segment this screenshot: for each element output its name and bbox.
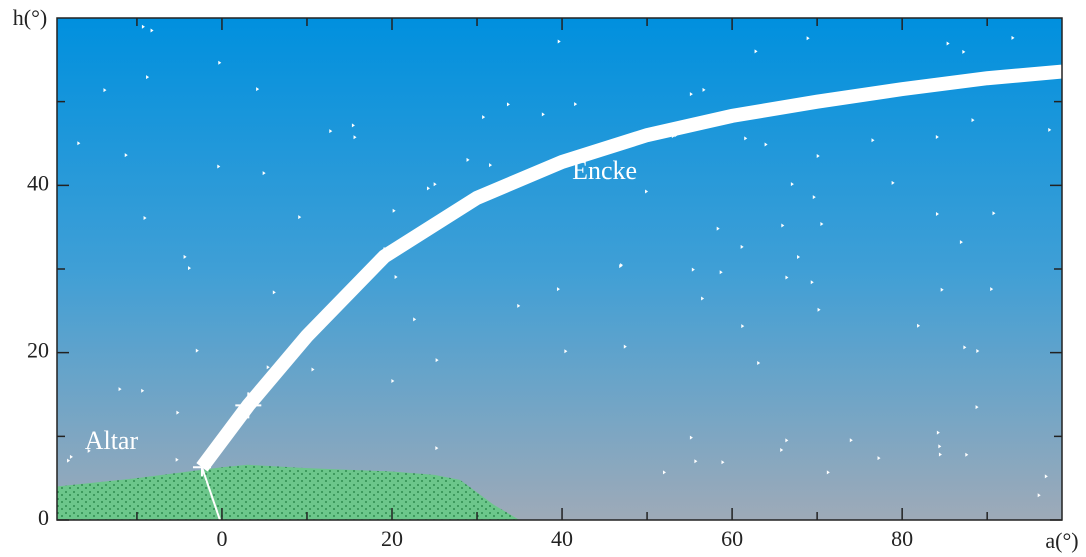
annotation: Encke — [572, 156, 637, 185]
y-tick-label: 40 — [27, 170, 49, 195]
x-tick-label: 0 — [216, 526, 227, 551]
y-tick-label: 0 — [38, 505, 49, 530]
y-axis-label: h(°) — [13, 5, 47, 30]
x-tick-label: 40 — [551, 526, 573, 551]
x-tick-label: 20 — [381, 526, 403, 551]
x-tick-label: 60 — [721, 526, 743, 551]
x-axis-label: a(°) — [1045, 528, 1078, 553]
annotation: Altar — [85, 426, 139, 455]
chart: h(°) a(°) Altar Encke 0 20 40 0 20 40 60 80 — [0, 0, 1086, 557]
x-tick-label: 80 — [891, 526, 913, 551]
y-tick-label: 20 — [27, 338, 49, 363]
